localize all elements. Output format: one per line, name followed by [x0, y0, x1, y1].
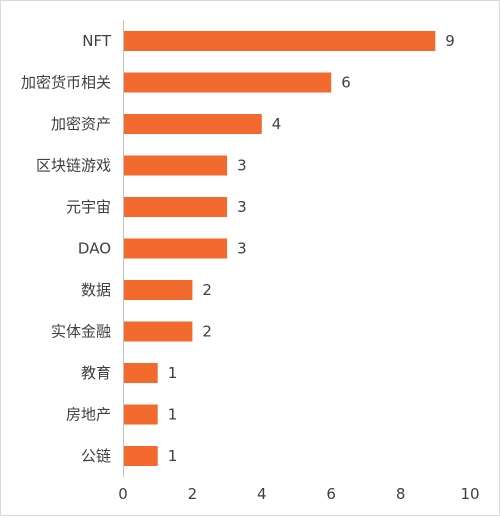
- category-label: DAO: [78, 240, 111, 258]
- x-tick-label: 6: [326, 485, 336, 503]
- category-label: 房地产: [66, 406, 111, 424]
- data-label: 1: [168, 406, 178, 424]
- category-label: 数据: [81, 281, 111, 299]
- bar: [123, 363, 158, 383]
- data-label: 3: [237, 240, 247, 258]
- bar: [123, 31, 436, 51]
- category-label: 元宇宙: [66, 198, 111, 216]
- bar: [123, 155, 228, 176]
- bar: [123, 321, 193, 342]
- x-tick-label: 0: [118, 485, 128, 503]
- bars-group: [123, 31, 436, 466]
- data-label: 1: [168, 447, 178, 465]
- category-label: 实体金融: [51, 323, 111, 341]
- category-label: 加密资产: [51, 115, 111, 133]
- bar: [123, 114, 262, 134]
- x-tick-label: 10: [460, 485, 479, 503]
- data-label: 3: [237, 157, 247, 175]
- x-tick-label: 8: [396, 485, 406, 503]
- bar: [123, 280, 193, 300]
- data-label: 6: [341, 74, 351, 92]
- bar: [123, 404, 158, 425]
- category-label: 公链: [81, 447, 111, 465]
- data-labels-group: 9 6 4 3 3 3 2 2 1 1 1: [168, 32, 455, 465]
- category-label: 教育: [81, 364, 111, 382]
- x-tick-label: 4: [257, 485, 267, 503]
- x-tick-label: 2: [188, 485, 198, 503]
- category-label: 加密货币相关: [21, 74, 111, 92]
- data-label: 4: [272, 115, 282, 133]
- bar: [123, 238, 228, 259]
- data-label: 3: [237, 198, 247, 216]
- category-label: NFT: [82, 32, 112, 50]
- data-label: 9: [445, 32, 455, 50]
- bar: [123, 197, 228, 217]
- data-label: 1: [168, 364, 178, 382]
- bar: [123, 446, 158, 466]
- x-tick-labels-group: 0 2 4 6 8 10: [118, 485, 479, 503]
- category-label: 区块链游戏: [36, 157, 111, 175]
- data-label: 2: [202, 281, 212, 299]
- data-label: 2: [202, 323, 212, 341]
- bar: [123, 72, 332, 93]
